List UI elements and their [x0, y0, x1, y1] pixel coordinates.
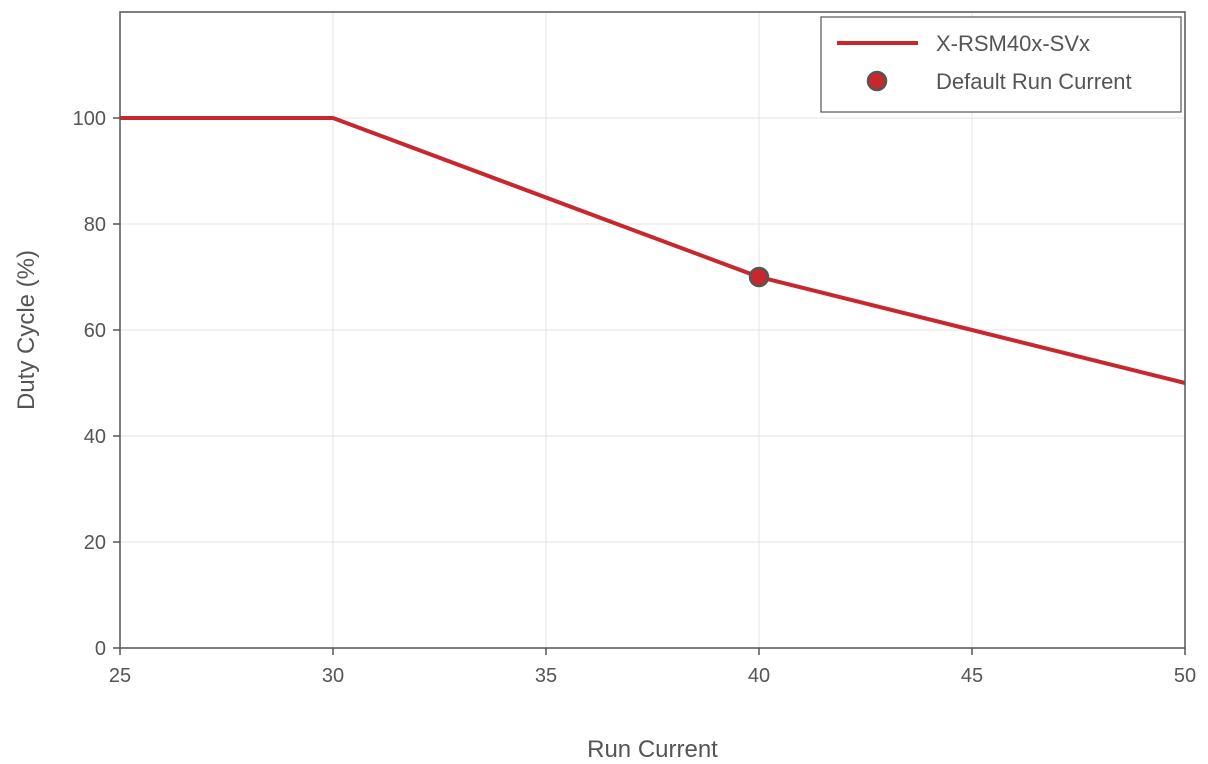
- series-markers: [748, 266, 770, 288]
- data-point-marker: [748, 266, 770, 288]
- x-tick-label: 25: [109, 665, 131, 687]
- y-tick-label: 40: [84, 426, 106, 448]
- legend-box: [820, 16, 1182, 113]
- legend-label-line: X-RSM40x-SVx: [936, 31, 1090, 56]
- x-axis-title: Run Current: [587, 736, 718, 763]
- x-tick-label: 35: [535, 665, 557, 687]
- y-axis-title: Duty Cycle (%): [13, 250, 40, 410]
- x-tick-label: 30: [322, 665, 344, 687]
- x-axis-ticks: 25 30 35 40 45 50: [109, 648, 1196, 687]
- y-tick-label: 60: [84, 320, 106, 342]
- y-tick-label: 100: [73, 108, 106, 130]
- y-tick-label: 0: [95, 638, 106, 660]
- legend-label-marker: Default Run Current: [936, 69, 1132, 94]
- y-axis-ticks: 0 20 40 60 80 100: [73, 108, 120, 660]
- series-lines: [120, 116, 1186, 385]
- y-tick-label: 20: [84, 532, 106, 554]
- legend: X-RSM40x-SVx Default Run Current: [820, 16, 1182, 113]
- x-tick-label: 40: [748, 665, 770, 687]
- x-tick-label: 50: [1174, 665, 1196, 687]
- x-tick-label: 45: [961, 665, 983, 687]
- legend-marker-swatch: [866, 70, 888, 92]
- y-tick-label: 80: [84, 214, 106, 236]
- series-line-0: [120, 116, 1186, 385]
